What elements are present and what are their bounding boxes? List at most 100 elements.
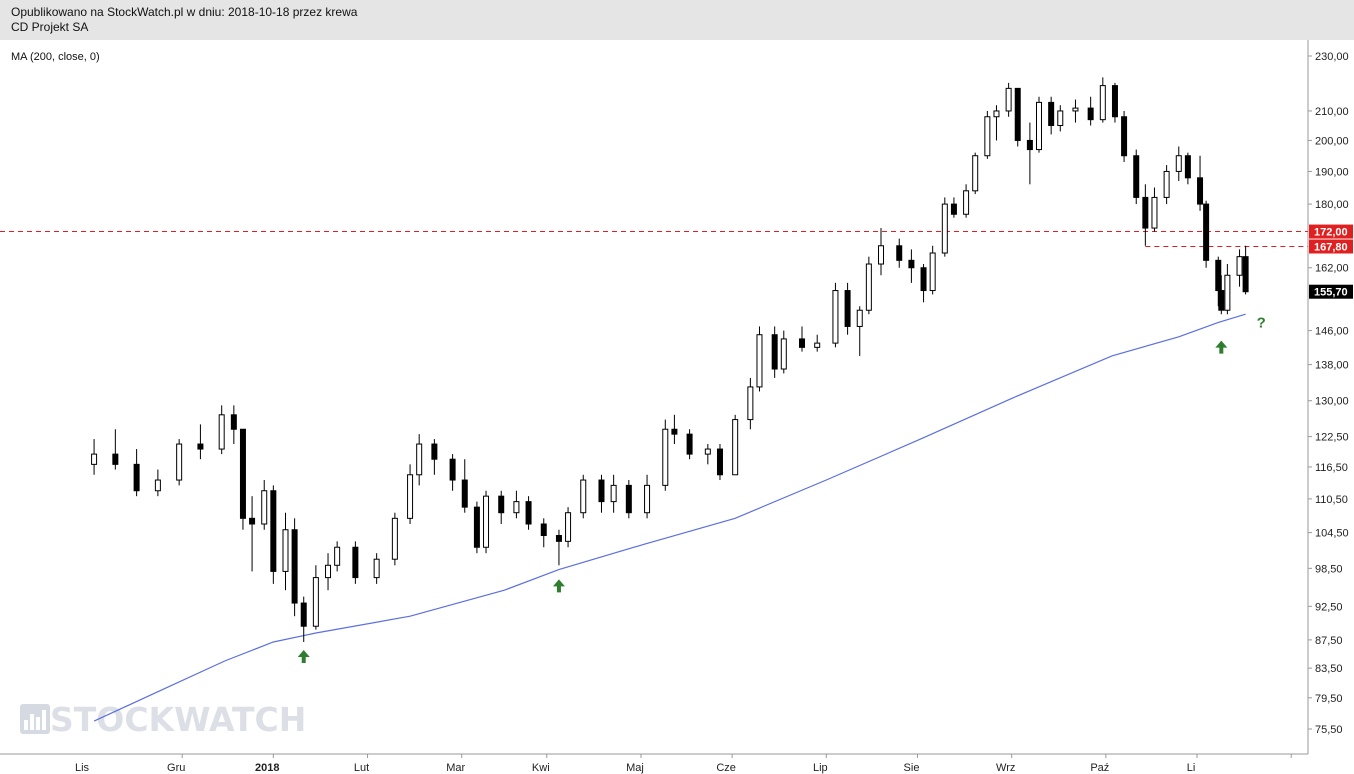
candle <box>929 245 936 295</box>
y-tick-label: 146,00 <box>1315 326 1349 338</box>
candle <box>1215 256 1222 307</box>
candle-body <box>540 523 547 537</box>
level-price-tag <box>1309 239 1353 254</box>
candle-body <box>972 155 979 192</box>
candle-body <box>483 495 490 548</box>
candle-body <box>1224 274 1231 311</box>
candle-body <box>449 458 456 481</box>
y-tick-label: 87,50 <box>1315 635 1343 647</box>
candle <box>1224 264 1231 315</box>
candle-body <box>407 474 414 519</box>
candle <box>239 428 246 530</box>
candle-body <box>498 495 505 514</box>
candle <box>1175 146 1182 182</box>
level-price-label: 167,80 <box>1314 241 1348 253</box>
candle-body <box>416 443 423 476</box>
candle-body <box>844 290 851 327</box>
candle <box>1121 110 1128 162</box>
ma-line-layer <box>93 313 1246 722</box>
candle-body <box>473 506 480 548</box>
candle <box>197 424 204 460</box>
x-axis: Lis Gru 2018 Lut Mar Kwi Maj Cze Lip Sie Wrz Paź Li <box>75 754 1292 774</box>
candle <box>732 414 739 476</box>
candle <box>856 306 863 356</box>
candle <box>972 152 979 195</box>
candle-body <box>1057 110 1064 127</box>
candle-body <box>732 419 739 476</box>
candle <box>950 197 957 218</box>
up-arrow-icon <box>1215 340 1228 354</box>
candle <box>1072 99 1079 123</box>
candle-body <box>704 448 711 455</box>
candle-body <box>312 577 319 627</box>
x-month-label: Maj <box>626 762 644 774</box>
ma-200-line <box>93 313 1246 722</box>
candle-body <box>865 263 872 311</box>
candle <box>1014 87 1021 147</box>
candle-body <box>373 558 380 579</box>
candle <box>686 429 693 460</box>
publication-info: Opublikowano na StockWatch.pl w dniu: 20… <box>11 5 358 19</box>
question-mark: ? <box>1257 314 1266 331</box>
candle <box>844 282 851 335</box>
candle-body <box>1121 116 1128 157</box>
candle <box>662 419 669 491</box>
x-month-label: Sie <box>904 762 920 774</box>
candle <box>473 501 480 554</box>
candle-body <box>352 546 359 579</box>
candle <box>1005 82 1012 117</box>
candle <box>352 541 359 584</box>
candle-body <box>1111 85 1118 118</box>
candle-body <box>747 386 754 421</box>
price-chart[interactable]: ? 75,50 79,50 83,50 87,50 92,50 98,50 104,50 11… <box>0 40 1354 774</box>
candle-body <box>1005 87 1012 112</box>
candle <box>1197 155 1204 211</box>
candle-body <box>513 501 520 514</box>
candle-body <box>920 267 927 292</box>
candle-body <box>950 203 957 215</box>
candle <box>771 326 778 378</box>
candle-body <box>270 490 277 572</box>
candle-body <box>133 463 140 492</box>
candle-body <box>1133 155 1140 198</box>
candle-body <box>941 203 948 254</box>
y-tick-label: 110,50 <box>1315 494 1348 506</box>
candle-body <box>598 479 605 503</box>
candle <box>1242 245 1249 295</box>
candle-body <box>1036 101 1043 151</box>
x-month-label: Li <box>1187 762 1196 774</box>
candle-body <box>1218 290 1225 311</box>
candle-body <box>239 428 246 519</box>
chart-header: Opublikowano na StockWatch.pl w dniu: 20… <box>0 0 1354 40</box>
candle-body <box>1072 107 1079 112</box>
candle <box>449 454 456 491</box>
candle <box>671 414 678 445</box>
last-price-label: 155,70 <box>1314 287 1348 299</box>
candle <box>1133 149 1140 205</box>
candle <box>270 485 277 584</box>
candle <box>498 490 505 525</box>
annotations: ? <box>297 314 1266 663</box>
candle <box>1203 200 1210 268</box>
candle <box>407 464 414 525</box>
candle-body <box>771 334 778 370</box>
y-tick-label: 122,50 <box>1315 432 1349 444</box>
candle-body <box>1184 155 1191 179</box>
candle <box>91 439 98 475</box>
candle-body <box>993 110 1000 118</box>
x-month-label: Paź <box>1090 762 1109 774</box>
candle <box>1026 122 1033 185</box>
y-tick-label: 210,00 <box>1315 106 1349 118</box>
x-month-label: Lip <box>813 762 828 774</box>
y-tick-label: 130,00 <box>1315 396 1349 408</box>
y-tick-label: 116,50 <box>1315 462 1348 474</box>
candle <box>1163 165 1170 205</box>
level-price-label: 172,00 <box>1314 227 1348 239</box>
candle-body <box>230 414 237 430</box>
candle <box>1099 77 1106 123</box>
candle-body <box>1142 196 1149 229</box>
candle-body <box>300 602 307 627</box>
candle <box>865 256 872 315</box>
candle-body <box>814 342 821 348</box>
up-arrow-icon <box>552 579 565 593</box>
